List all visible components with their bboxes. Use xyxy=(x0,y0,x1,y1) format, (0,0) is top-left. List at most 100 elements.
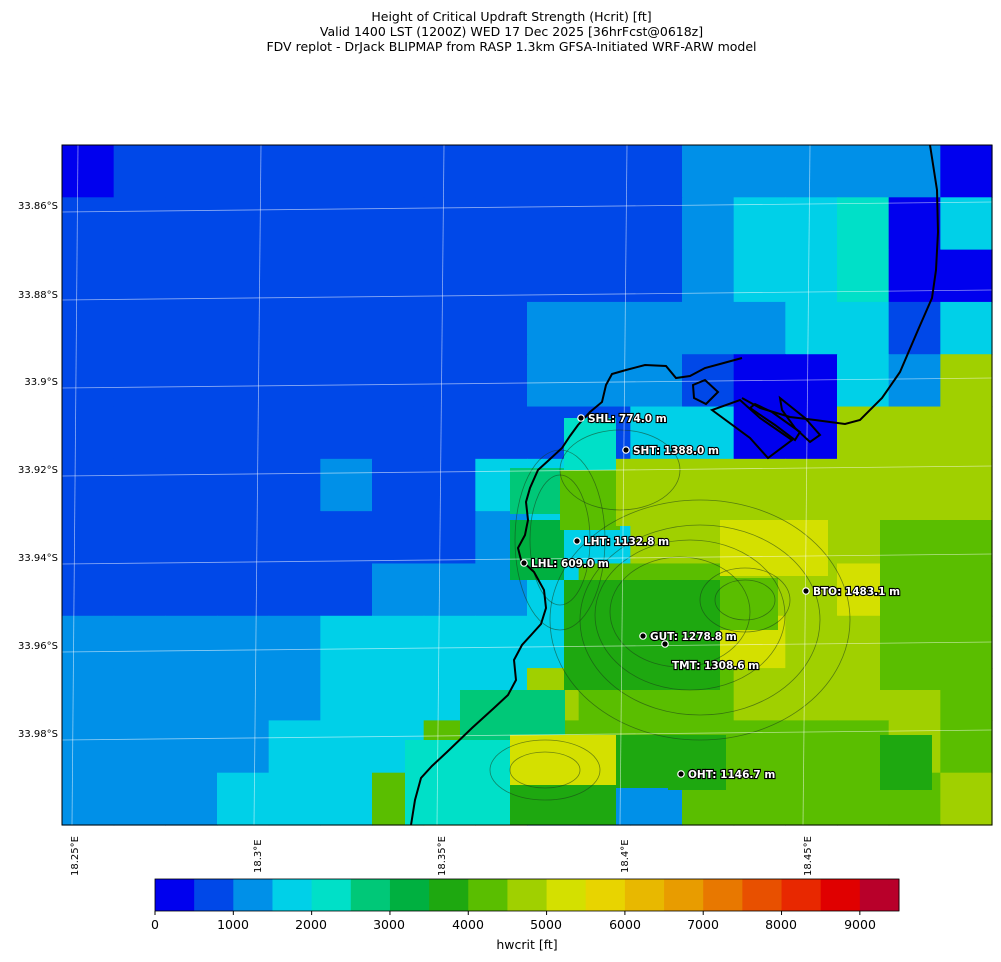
grid-cell xyxy=(165,720,218,774)
colorbar-tick-label: 4000 xyxy=(452,917,484,932)
grid-cell xyxy=(217,406,270,460)
grid-cell xyxy=(733,458,786,512)
grid-cell xyxy=(423,406,476,460)
parallel xyxy=(61,465,993,477)
breakwater-3 xyxy=(778,395,822,444)
graticule xyxy=(61,144,993,826)
colorbar-swatch xyxy=(311,879,352,911)
grid-cell xyxy=(320,249,373,303)
grid-cell xyxy=(475,301,528,355)
colorbar-swatch xyxy=(585,879,626,911)
grid-cell xyxy=(320,145,373,198)
grid-cell xyxy=(320,772,373,826)
contour-line xyxy=(699,567,791,633)
grid-cell xyxy=(62,406,115,460)
colorbar-swatch xyxy=(859,879,900,911)
lat-tick: 33.9°S xyxy=(24,377,58,388)
contour-line xyxy=(579,524,821,716)
coastline-east xyxy=(741,144,940,426)
station-marker xyxy=(573,537,581,545)
grid-cell xyxy=(62,301,115,355)
colorbar-swatch xyxy=(664,879,704,911)
coastline xyxy=(410,144,940,826)
grid-cell xyxy=(268,563,321,617)
colorbar-title: hwcrit [ft] xyxy=(496,937,558,952)
grid-cell xyxy=(405,740,510,825)
colorbar-swatch xyxy=(468,879,508,911)
colorbar-swatch xyxy=(350,879,391,911)
grid-cell xyxy=(578,145,631,198)
grid-cell xyxy=(880,520,992,690)
grid-cell xyxy=(616,788,668,825)
grid-cell xyxy=(113,249,166,303)
grid-cell xyxy=(616,470,721,526)
grid-cell xyxy=(475,354,528,408)
grid-cell xyxy=(475,615,528,669)
grid-cell xyxy=(423,249,476,303)
parallel xyxy=(61,377,993,389)
lat-tick: 33.86°S xyxy=(18,201,58,212)
grid-cell xyxy=(165,511,218,565)
grid-cell xyxy=(720,520,828,576)
grid-cell xyxy=(733,668,786,721)
lat-tick: 33.94°S xyxy=(18,553,58,564)
grid-cell xyxy=(527,249,580,303)
grid-cell xyxy=(785,668,838,721)
station-label: LHT: 1132.8 m xyxy=(584,536,669,548)
grid-cell xyxy=(682,145,735,198)
grid-cell xyxy=(423,354,476,408)
grid-cell xyxy=(62,458,115,512)
colorbar-tick-label: 3000 xyxy=(373,917,405,932)
grid-cell xyxy=(165,458,218,512)
grid-cell xyxy=(527,354,580,408)
grid-cell xyxy=(217,197,270,251)
station-marker xyxy=(661,640,669,648)
colorbar-tick-label: 7000 xyxy=(687,917,719,932)
colorbar-tick-label: 9000 xyxy=(844,917,876,932)
colorbar-tick-label: 8000 xyxy=(765,917,797,932)
grid-cell xyxy=(630,249,683,303)
grid-cell xyxy=(113,145,166,198)
colorbar-swatch xyxy=(233,879,273,911)
grid-cell xyxy=(372,458,425,512)
grid-cell xyxy=(527,301,580,355)
contour-line xyxy=(529,474,591,606)
lat-tick: 33.96°S xyxy=(18,641,58,652)
grid-cell xyxy=(217,354,270,408)
grid-cell xyxy=(165,615,218,669)
parallel xyxy=(61,201,993,213)
grid-cell xyxy=(475,145,528,198)
breakwater-4 xyxy=(691,378,720,406)
grid-cell xyxy=(268,197,321,251)
station-marker xyxy=(677,770,685,778)
grid-cell xyxy=(113,563,166,617)
meridian xyxy=(619,144,628,826)
grid-cell xyxy=(940,772,993,826)
grid-cell xyxy=(940,301,993,355)
grid-cell xyxy=(113,197,166,251)
grid-cell xyxy=(372,197,425,251)
grid-cell xyxy=(733,301,786,355)
grid-cell xyxy=(423,145,476,198)
grid-cell xyxy=(320,354,373,408)
grid-cell xyxy=(372,354,425,408)
station-label: OHT: 1146.7 m xyxy=(688,769,775,781)
grid-cell xyxy=(837,406,890,460)
grid-cell xyxy=(578,354,631,408)
grid-cell xyxy=(62,563,115,617)
grid-cell xyxy=(165,354,218,408)
meridian xyxy=(253,144,262,826)
grid-cell xyxy=(940,720,993,774)
colorbar-tick-label: 6000 xyxy=(609,917,641,932)
grid-cell xyxy=(630,406,683,460)
lon-tick: 18.35°E xyxy=(437,836,448,876)
grid-cell xyxy=(423,197,476,251)
grid-cell xyxy=(940,354,993,408)
parallel xyxy=(61,553,993,565)
grid-cell xyxy=(733,720,786,774)
grid-cell xyxy=(268,301,321,355)
map-frame xyxy=(61,144,993,826)
grid-cell xyxy=(217,249,270,303)
grid-cell xyxy=(62,511,115,565)
grid-cell xyxy=(320,197,373,251)
